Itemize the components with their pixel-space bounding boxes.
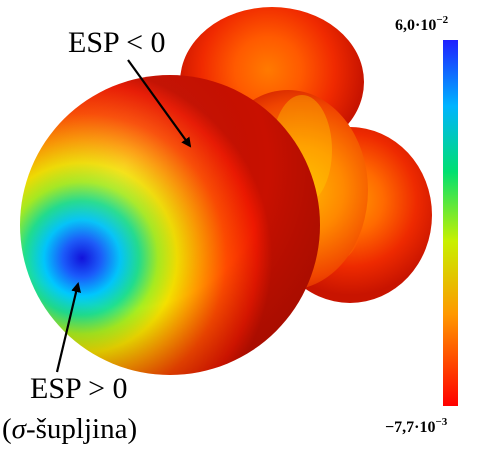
label-esp-negative: ESP < 0 [68,26,166,59]
arrow-esp-positive [55,282,82,373]
colorbar-min-label: −7,7·10−3 [385,416,448,436]
colorbar-max-label: 6,0·10−2 [395,14,449,34]
arrow-esp-negative [127,59,192,148]
halogen-shading [20,75,320,375]
colorbar: 6,0·10−2 −7,7·10−3 [385,14,458,436]
colorbar-gradient [443,40,458,406]
molecular-surface [20,7,432,375]
label-esp-positive: ESP > 0 [30,372,128,405]
label-sigma-hole: (σ-šupljina) [2,413,137,445]
sigma-symbol: σ [12,413,28,445]
